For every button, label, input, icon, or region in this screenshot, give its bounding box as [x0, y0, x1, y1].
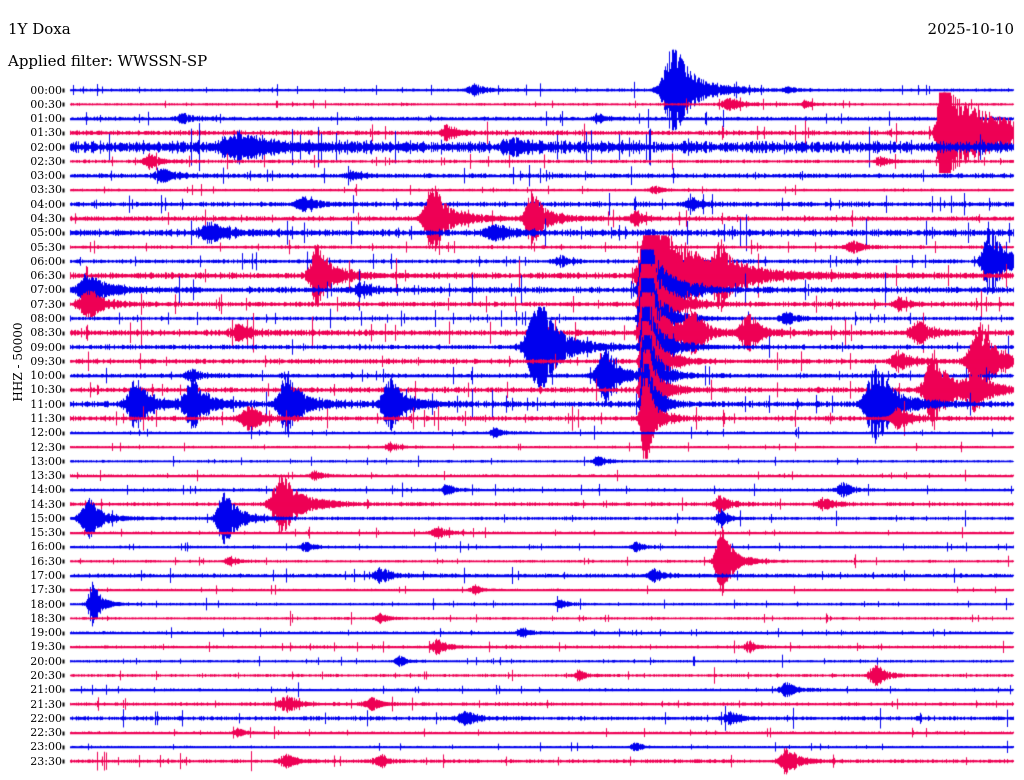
seismic-trace-canvas	[0, 0, 1024, 780]
helicorder-plot: 1Y Doxa 2025-10-10 Applied filter: WWSSN…	[0, 0, 1024, 780]
